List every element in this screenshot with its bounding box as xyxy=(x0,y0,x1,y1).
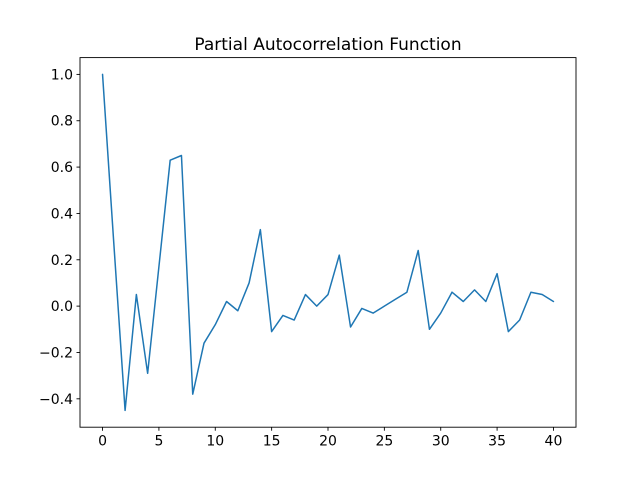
y-tick-label: 0.6 xyxy=(51,160,73,176)
axes-frame xyxy=(79,57,577,428)
x-tick-label: 20 xyxy=(319,434,337,450)
y-tick-label: −0.4 xyxy=(39,392,73,408)
x-tick-label: 5 xyxy=(154,434,163,450)
x-tick-label: 0 xyxy=(98,434,107,450)
y-tick-label: 0.4 xyxy=(51,206,73,222)
axes: 0 5 10 15 20 25 30 35 40 −0.4 −0.2 0.0 0.2 0.4 0.6 0.8 1… xyxy=(39,57,577,450)
x-tick-label: 35 xyxy=(488,434,506,450)
chart-title: Partial Autocorrelation Function xyxy=(194,35,462,55)
x-tick-label: 40 xyxy=(545,434,563,450)
pacf-line xyxy=(101,73,555,412)
y-tick-label: −0.2 xyxy=(39,345,73,361)
x-tick-label: 25 xyxy=(375,434,393,450)
x-tick-label: 30 xyxy=(432,434,450,450)
y-tick-label: 0.0 xyxy=(51,299,73,315)
x-tick-label: 15 xyxy=(263,434,281,450)
y-tick-label: 0.2 xyxy=(51,253,73,269)
x-tick-label: 10 xyxy=(206,434,224,450)
y-tick-label: 0.8 xyxy=(51,114,73,130)
series-lines xyxy=(101,73,555,412)
y-tick-label: 1.0 xyxy=(51,67,73,83)
